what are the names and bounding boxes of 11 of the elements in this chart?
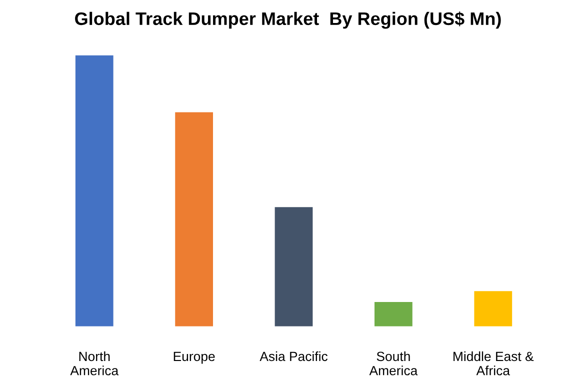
x-tick-label: Middle East & Africa [454,351,534,376]
bar [75,55,114,326]
bar [175,112,214,326]
chart-title: Global Track Dumper Market By Region (US$ Mn) [75,12,501,29]
x-tick-label: Europe [174,352,215,364]
x-tick-label: Asia Pacific [260,351,328,362]
bar [274,207,313,326]
bar [474,291,512,326]
bar [374,302,412,326]
x-tick-label: South America [369,351,418,376]
x-tick-label: North America [70,351,119,376]
